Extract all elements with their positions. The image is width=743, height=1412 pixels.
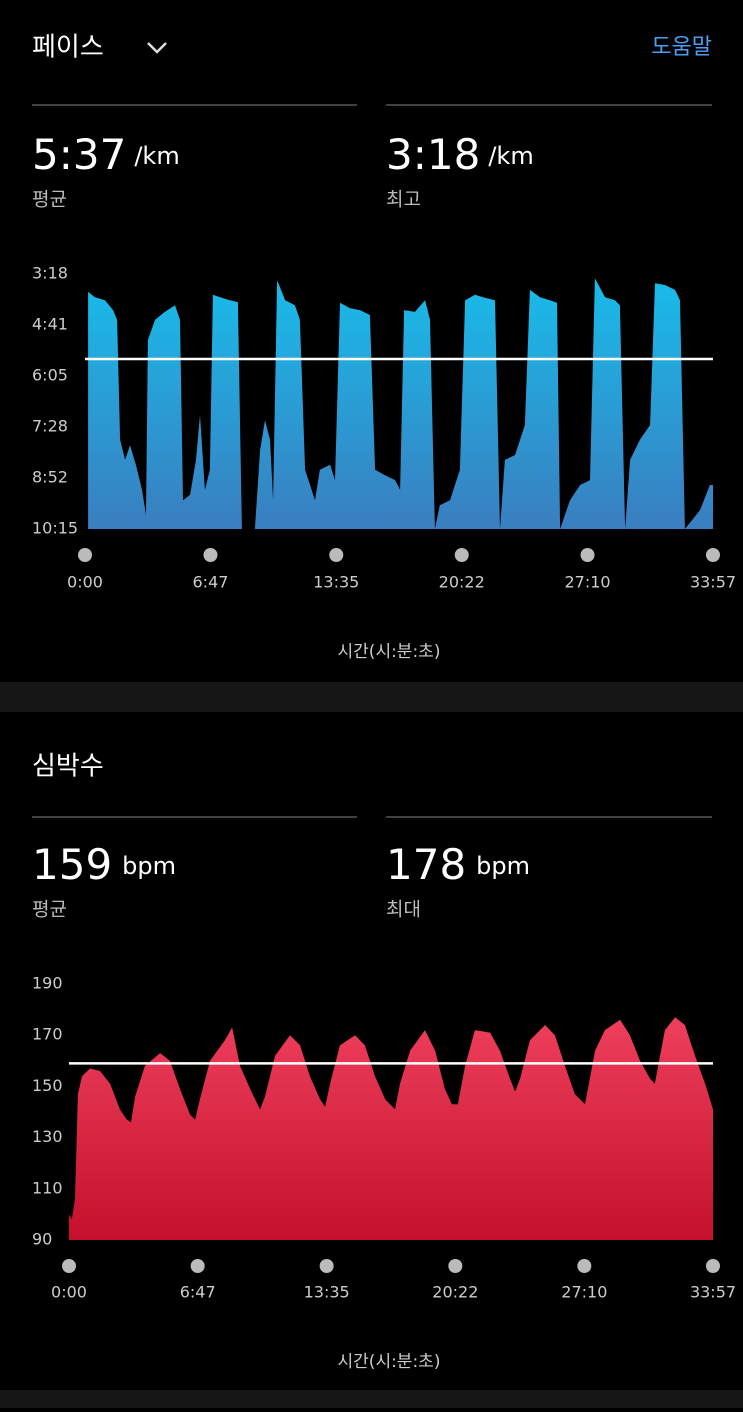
dropdown-icon[interactable] xyxy=(147,42,167,54)
x-tick-dot xyxy=(203,548,218,562)
stat-unit: bpm xyxy=(122,852,176,880)
area xyxy=(88,278,714,529)
x-tick-label: 27:10 xyxy=(561,1283,607,1302)
area xyxy=(69,1017,713,1240)
stat-value: 159 xyxy=(32,840,112,889)
y-tick-label: 190 xyxy=(32,974,63,993)
section-gap xyxy=(0,1390,743,1408)
y-tick-label: 170 xyxy=(32,1025,63,1044)
stat-caption: 최대 xyxy=(386,899,421,921)
stat-caption: 평균 xyxy=(32,899,67,921)
x-tick-dot xyxy=(706,548,720,562)
y-tick-label: 7:28 xyxy=(32,416,68,435)
x-tick-dot xyxy=(78,548,92,562)
x-tick-dot xyxy=(319,1259,334,1273)
y-tick-label: 150 xyxy=(32,1076,63,1095)
x-tick-label: 27:10 xyxy=(564,573,610,592)
x-tick-label: 33:57 xyxy=(690,1283,736,1302)
x-tick-label: 6:47 xyxy=(180,1283,216,1302)
x-tick-dot xyxy=(62,1259,76,1273)
x-tick-label: 6:47 xyxy=(193,573,229,592)
x-tick-label: 20:22 xyxy=(439,573,485,592)
y-tick-label: 6:05 xyxy=(32,366,68,385)
x-tick-dot xyxy=(577,1259,592,1273)
y-tick-label: 8:52 xyxy=(32,468,68,487)
stat: 159 bpm xyxy=(32,840,176,889)
x-tick-dot xyxy=(190,1259,205,1273)
y-tick-label: 90 xyxy=(32,1230,52,1249)
section-title: 심박수 xyxy=(32,752,104,782)
y-tick-label: 3:18 xyxy=(32,264,68,283)
x-tick-dot xyxy=(580,548,595,562)
x-tick-dot xyxy=(329,548,344,562)
stat-value: 5:37 xyxy=(32,130,126,179)
stat: 3:18/km xyxy=(386,130,534,179)
y-tick-label: 4:41 xyxy=(32,314,68,333)
stat: 5:37/km xyxy=(32,130,180,179)
y-tick-label: 130 xyxy=(32,1127,63,1146)
stat-value: 178 xyxy=(386,840,466,889)
x-tick-label: 33:57 xyxy=(690,573,736,592)
x-tick-label: 0:00 xyxy=(67,573,103,592)
x-tick-label: 13:35 xyxy=(304,1283,350,1302)
stat-unit: bpm xyxy=(476,852,530,880)
stat-caption: 최고 xyxy=(386,189,421,211)
x-axis-label: 시간(시:분:초) xyxy=(338,1352,441,1372)
stat: 178 bpm xyxy=(386,840,530,889)
x-tick-label: 13:35 xyxy=(313,573,359,592)
help-link[interactable]: 도움말 xyxy=(651,35,712,60)
stat-caption: 평균 xyxy=(32,189,67,211)
stat-unit: /km xyxy=(488,142,533,170)
x-axis-label: 시간(시:분:초) xyxy=(338,642,441,662)
section-gap xyxy=(0,682,743,712)
x-tick-dot xyxy=(448,1259,463,1273)
y-tick-label: 110 xyxy=(32,1178,63,1197)
x-tick-label: 0:00 xyxy=(51,1283,87,1302)
stat-value: 3:18 xyxy=(386,130,480,179)
y-tick-label: 10:15 xyxy=(32,519,78,538)
x-tick-dot xyxy=(454,548,469,562)
stat-unit: /km xyxy=(134,142,179,170)
section-title: 페이스 xyxy=(32,33,104,63)
x-tick-dot xyxy=(706,1259,720,1273)
x-tick-label: 20:22 xyxy=(432,1283,478,1302)
